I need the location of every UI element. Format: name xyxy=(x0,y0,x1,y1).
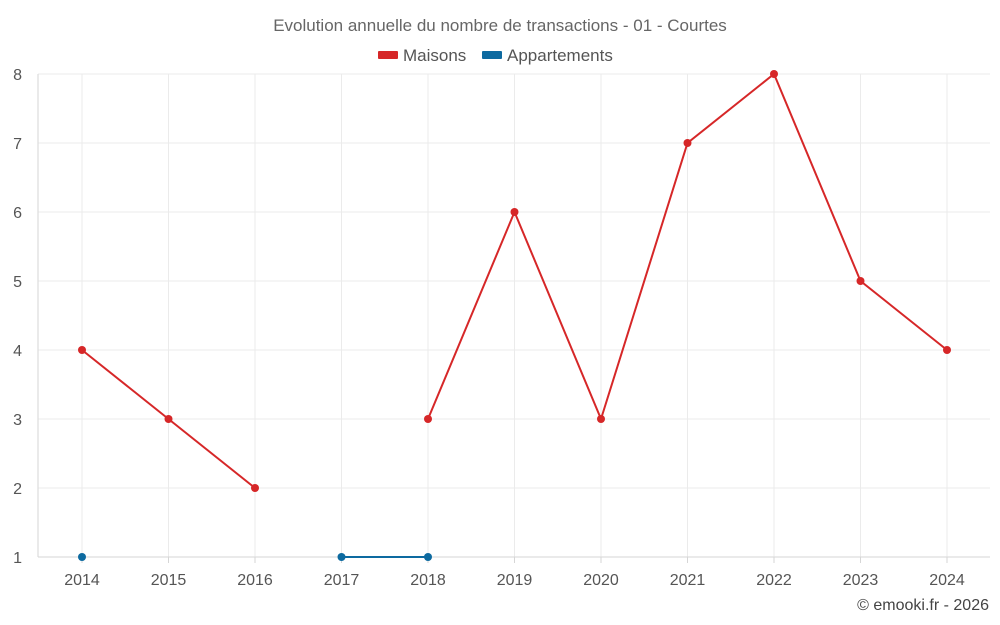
x-tick-label: 2022 xyxy=(756,572,792,589)
data-point-maisons[interactable] xyxy=(597,415,605,423)
legend-label-maisons: Maisons xyxy=(403,46,466,65)
chart-title: Evolution annuelle du nombre de transact… xyxy=(273,16,727,35)
y-tick-label: 1 xyxy=(13,550,22,567)
data-point-maisons[interactable] xyxy=(856,277,865,285)
x-tick-label: 2016 xyxy=(237,572,273,589)
axes: 1 2 3 4 5 6 7 8 2014 2015 2016 2017 2018 2019 2020 2021… xyxy=(13,67,990,589)
data-point-appartements[interactable] xyxy=(424,553,432,561)
credit-text: © emooki.fr - 2026 xyxy=(857,597,989,614)
x-tick-label: 2014 xyxy=(64,572,100,589)
x-tick-label: 2017 xyxy=(324,572,360,589)
data-point-maisons[interactable] xyxy=(510,208,519,216)
data-point-maisons[interactable] xyxy=(78,346,86,354)
legend-swatch-maisons xyxy=(378,51,398,59)
series-appartements xyxy=(78,553,432,561)
x-tick-label: 2018 xyxy=(410,572,446,589)
data-point-maisons[interactable] xyxy=(251,484,259,492)
series-maisons xyxy=(78,70,951,492)
legend-swatch-appartements xyxy=(482,51,502,59)
x-tick-label: 2019 xyxy=(497,572,533,589)
data-point-maisons[interactable] xyxy=(770,70,778,78)
x-tick-label: 2023 xyxy=(843,572,879,589)
x-tick-label: 2020 xyxy=(583,572,619,589)
grid xyxy=(38,73,990,557)
y-tick-label: 3 xyxy=(13,412,22,429)
legend-label-appartements: Appartements xyxy=(507,46,613,65)
series xyxy=(78,70,951,561)
legend: Maisons Appartements xyxy=(378,46,613,65)
y-tick-label: 5 xyxy=(13,274,22,291)
data-point-maisons[interactable] xyxy=(164,415,173,423)
x-tick-label: 2024 xyxy=(929,572,965,589)
y-tick-label: 4 xyxy=(13,343,22,360)
data-point-appartements[interactable] xyxy=(78,553,86,561)
data-point-maisons[interactable] xyxy=(683,139,692,147)
data-point-appartements[interactable] xyxy=(337,553,346,561)
data-point-maisons[interactable] xyxy=(424,415,432,423)
data-point-maisons[interactable] xyxy=(943,346,951,354)
y-tick-label: 2 xyxy=(13,481,22,498)
legend-item-appartements[interactable]: Appartements xyxy=(482,46,613,65)
y-tick-label: 6 xyxy=(13,205,22,222)
x-tick-label: 2015 xyxy=(151,572,187,589)
y-tick-label: 8 xyxy=(13,67,22,84)
legend-item-maisons[interactable]: Maisons xyxy=(378,46,466,65)
x-tick-label: 2021 xyxy=(670,572,706,589)
y-tick-label: 7 xyxy=(13,136,22,153)
